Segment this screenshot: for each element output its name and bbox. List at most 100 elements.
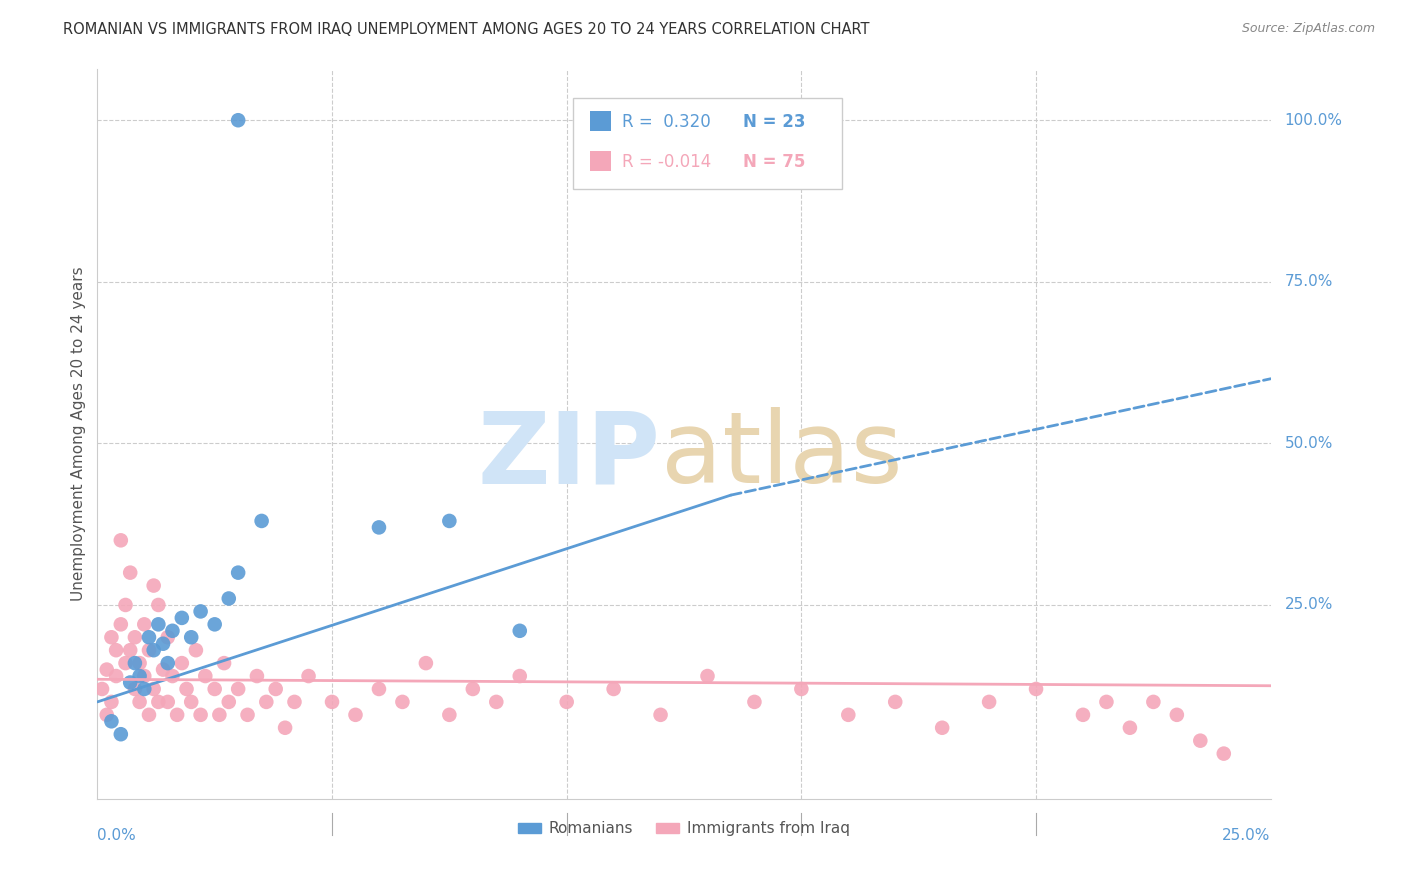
Text: atlas: atlas <box>661 407 903 504</box>
Point <box>138 643 160 657</box>
Bar <box>591 111 612 130</box>
Point <box>391 695 413 709</box>
Point <box>415 656 437 670</box>
Point <box>1119 721 1142 735</box>
Point <box>218 695 240 709</box>
Point <box>156 656 179 670</box>
Point <box>226 113 249 128</box>
Point <box>1189 733 1212 747</box>
Point <box>124 656 146 670</box>
Point <box>152 637 174 651</box>
Point <box>194 669 217 683</box>
Text: 25.0%: 25.0% <box>1222 828 1271 843</box>
Point <box>184 643 207 657</box>
Text: 100.0%: 100.0% <box>1285 112 1343 128</box>
Point <box>134 617 156 632</box>
Text: R = -0.014: R = -0.014 <box>621 153 711 171</box>
Point <box>931 721 953 735</box>
Point <box>744 695 766 709</box>
Point <box>204 681 226 696</box>
Point <box>274 721 297 735</box>
Point <box>114 598 136 612</box>
Point <box>297 669 319 683</box>
Point <box>264 681 287 696</box>
Point <box>509 669 531 683</box>
Point <box>1095 695 1118 709</box>
Point <box>120 643 142 657</box>
FancyBboxPatch shape <box>572 98 842 189</box>
Point <box>162 669 184 683</box>
Point <box>208 707 231 722</box>
Point <box>884 695 907 709</box>
Point <box>190 707 212 722</box>
Point <box>142 681 165 696</box>
Point <box>254 695 277 709</box>
Y-axis label: Unemployment Among Ages 20 to 24 years: Unemployment Among Ages 20 to 24 years <box>72 267 86 601</box>
Point <box>1142 695 1164 709</box>
Point <box>100 714 122 729</box>
Point <box>461 681 484 696</box>
Text: 0.0%: 0.0% <box>97 828 136 843</box>
Point <box>142 643 165 657</box>
Point <box>105 643 128 657</box>
Point <box>226 681 249 696</box>
Text: ZIP: ZIP <box>478 407 661 504</box>
Point <box>1025 681 1047 696</box>
Point <box>128 695 150 709</box>
Text: 75.0%: 75.0% <box>1285 275 1333 289</box>
Point <box>368 681 391 696</box>
Point <box>977 695 1000 709</box>
Point <box>212 656 235 670</box>
Point <box>180 630 202 644</box>
Point <box>204 617 226 632</box>
Point <box>1212 747 1234 761</box>
Text: 50.0%: 50.0% <box>1285 436 1333 450</box>
Point <box>218 591 240 606</box>
Text: N = 75: N = 75 <box>742 153 806 171</box>
Text: ROMANIAN VS IMMIGRANTS FROM IRAQ UNEMPLOYMENT AMONG AGES 20 TO 24 YEARS CORRELAT: ROMANIAN VS IMMIGRANTS FROM IRAQ UNEMPLO… <box>63 22 870 37</box>
Point <box>439 707 461 722</box>
Point <box>138 707 160 722</box>
Point <box>148 598 170 612</box>
Point <box>120 566 142 580</box>
Text: Source: ZipAtlas.com: Source: ZipAtlas.com <box>1241 22 1375 36</box>
Point <box>696 669 718 683</box>
Point <box>170 656 193 670</box>
Point <box>96 707 118 722</box>
Point <box>1071 707 1094 722</box>
Point <box>142 578 165 592</box>
Point <box>190 604 212 618</box>
Point <box>91 681 114 696</box>
Point <box>110 533 132 548</box>
Point <box>96 663 118 677</box>
Point <box>368 520 391 534</box>
Text: R =  0.320: R = 0.320 <box>621 112 710 131</box>
Point <box>837 707 859 722</box>
Point <box>114 656 136 670</box>
Point <box>650 707 672 722</box>
Point <box>134 669 156 683</box>
Point <box>321 695 343 709</box>
Point <box>156 630 179 644</box>
Text: N = 23: N = 23 <box>742 112 806 131</box>
Point <box>250 514 273 528</box>
Point <box>1166 707 1188 722</box>
Point <box>602 681 624 696</box>
Bar <box>591 151 612 170</box>
Point <box>148 695 170 709</box>
Point <box>246 669 269 683</box>
Point <box>120 675 142 690</box>
Point <box>128 656 150 670</box>
Point <box>226 566 249 580</box>
Point <box>110 727 132 741</box>
Point <box>283 695 305 709</box>
Legend: Romanians, Immigrants from Iraq: Romanians, Immigrants from Iraq <box>512 815 856 842</box>
Point <box>439 514 461 528</box>
Point <box>124 630 146 644</box>
Point <box>790 681 813 696</box>
Text: 25.0%: 25.0% <box>1285 598 1333 613</box>
Point <box>128 669 150 683</box>
Point <box>344 707 367 722</box>
Point <box>138 630 160 644</box>
Point <box>100 630 122 644</box>
